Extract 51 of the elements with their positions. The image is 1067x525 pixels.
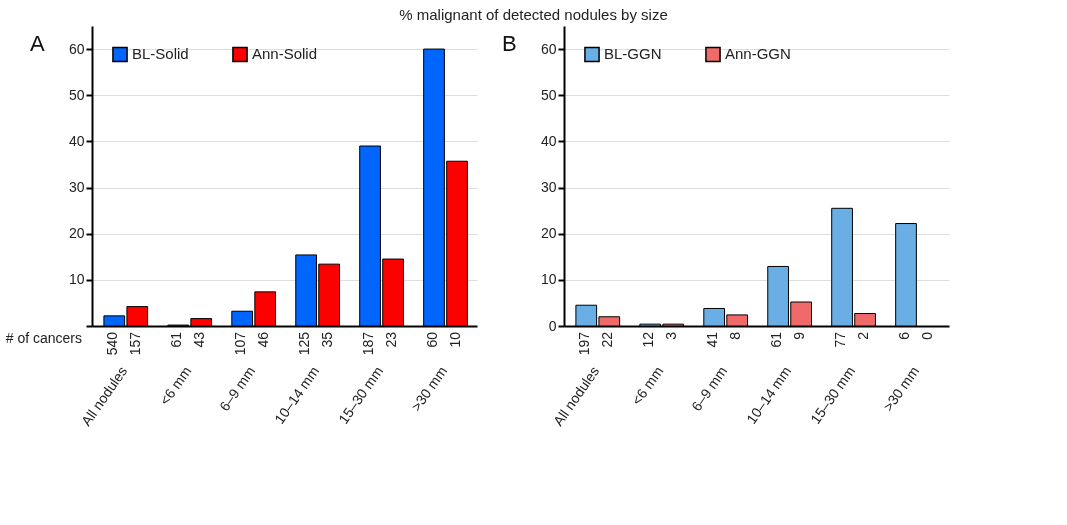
y-tick-label: 60 <box>540 40 557 57</box>
text: 3 <box>663 331 680 340</box>
y-tick-label: 20 <box>68 225 85 242</box>
y-tick-label: 10 <box>68 271 85 288</box>
y-tick-label: 40 <box>68 132 85 149</box>
text: % malignant of detected nodules by size <box>398 5 669 24</box>
y-tick-label: 20 <box>540 225 557 242</box>
legend-label: BL-GGN <box>604 45 662 63</box>
text: B <box>502 31 517 56</box>
text: 61 <box>168 331 185 348</box>
y-tick-label: 50 <box>68 86 85 103</box>
x-tick-label: >30 mm <box>407 363 451 415</box>
text: 187 <box>359 331 376 356</box>
legend-label: BL-Solid <box>132 45 189 63</box>
text: 9 <box>790 331 807 340</box>
y-tick-label: 60 <box>68 40 85 57</box>
text: 197 <box>576 331 593 356</box>
text: 60 <box>423 331 440 348</box>
legend-label: Ann-Solid <box>252 45 318 63</box>
text: 540 <box>104 331 121 356</box>
y-tick-label: 30 <box>68 179 85 196</box>
x-tick-label: <6 mm <box>628 363 667 408</box>
text: 22 <box>599 331 616 348</box>
text: 6 <box>895 331 912 340</box>
x-tick-label: >30 mm <box>879 363 923 415</box>
x-tick-label: <6 mm <box>156 363 195 408</box>
text: 0 <box>918 331 935 340</box>
text: 46 <box>255 331 272 348</box>
text: 107 <box>232 331 249 356</box>
y-tick-label: 10 <box>540 271 557 288</box>
text: 12 <box>640 331 657 348</box>
text: 157 <box>127 331 144 356</box>
text: 8 <box>727 331 744 340</box>
text: 35 <box>318 331 335 348</box>
y-tick-label: 0 <box>548 317 557 334</box>
text: A <box>30 31 45 56</box>
text: 125 <box>295 331 312 356</box>
x-tick-label: 6–9 mm <box>688 363 731 414</box>
text: # of cancers <box>5 330 82 346</box>
y-tick-label: 40 <box>540 132 557 149</box>
text: 77 <box>831 331 848 348</box>
x-tick-label: 6–9 mm <box>216 363 259 414</box>
text: 41 <box>704 331 721 348</box>
y-tick-label: 50 <box>540 86 557 103</box>
y-tick-label: 30 <box>540 179 557 196</box>
text: 10 <box>446 331 463 348</box>
text: 23 <box>382 331 399 348</box>
text: 43 <box>191 331 208 348</box>
text: 2 <box>854 331 871 340</box>
legend-label: Ann-GGN <box>725 45 791 63</box>
text: 61 <box>767 331 784 348</box>
